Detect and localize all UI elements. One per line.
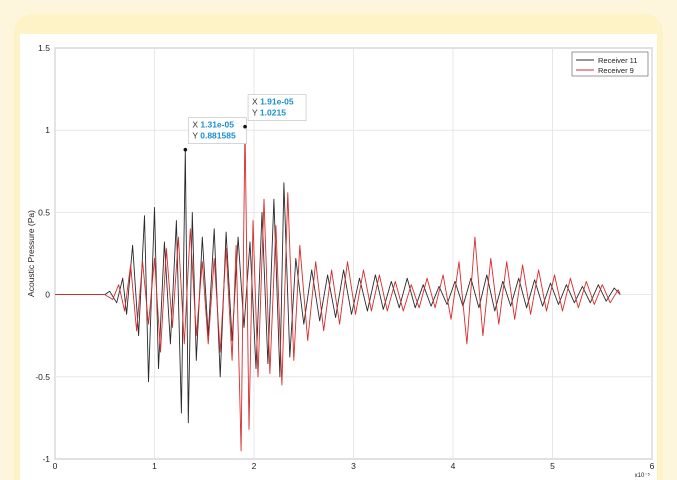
y-tick-label: 1 — [45, 125, 50, 135]
datatip-y-value: 1.0215 — [260, 108, 286, 118]
y-tick-label: -0.5 — [35, 372, 50, 382]
datatip-marker — [183, 147, 188, 152]
datatip-x-label: X 1.31e-05 — [192, 120, 234, 130]
datatip-y-label: Y 1.0215 — [252, 108, 286, 118]
datatip-box — [247, 94, 307, 121]
x-exponent-label: x10⁻⁵ — [635, 472, 651, 479]
legend-box — [571, 51, 649, 77]
datatip-box — [188, 117, 247, 144]
datatip-y-label: Y 0.881585 — [192, 131, 236, 141]
legend-label: Receiver 9 — [598, 66, 634, 75]
datatip-marker — [243, 124, 247, 129]
datatip-x-value: 1.31e-05 — [200, 120, 234, 130]
x-tick-label: 6 — [650, 461, 655, 471]
chart-panel: 0 1 2 3 4 5 6 -1 -0.5 0 0.5 1 1.5 Acoustic Pressure (… — [20, 34, 657, 480]
acoustic-pressure-chart: 0 1 2 3 4 5 6 -1 -0.5 0 0.5 1 1.5 Acoustic Pressure (… — [26, 43, 655, 479]
x-tick-label: 3 — [351, 461, 356, 471]
y-tick-label: 0 — [45, 290, 50, 300]
x-tick-label: 1 — [152, 461, 157, 471]
x-tick-label: 2 — [252, 461, 257, 471]
y-axis-label: Acoustic Pressure (Pa) — [26, 210, 36, 297]
x-tick-label: 5 — [550, 461, 555, 471]
datatip-x-value: 1.91e-05 — [260, 97, 294, 107]
datatip-x-label: X 1.91e-05 — [252, 97, 294, 107]
datatip-y-value: 0.881585 — [200, 131, 236, 141]
legend-label: Receiver 11 — [598, 56, 637, 65]
x-tick-label: 0 — [53, 461, 58, 471]
y-tick-label: 1.5 — [38, 43, 50, 53]
x-tick-label: 4 — [451, 461, 456, 471]
series-line-receiver-9 — [55, 126, 621, 452]
y-tick-label: -1 — [42, 454, 50, 464]
y-tick-label: 0.5 — [38, 207, 50, 217]
